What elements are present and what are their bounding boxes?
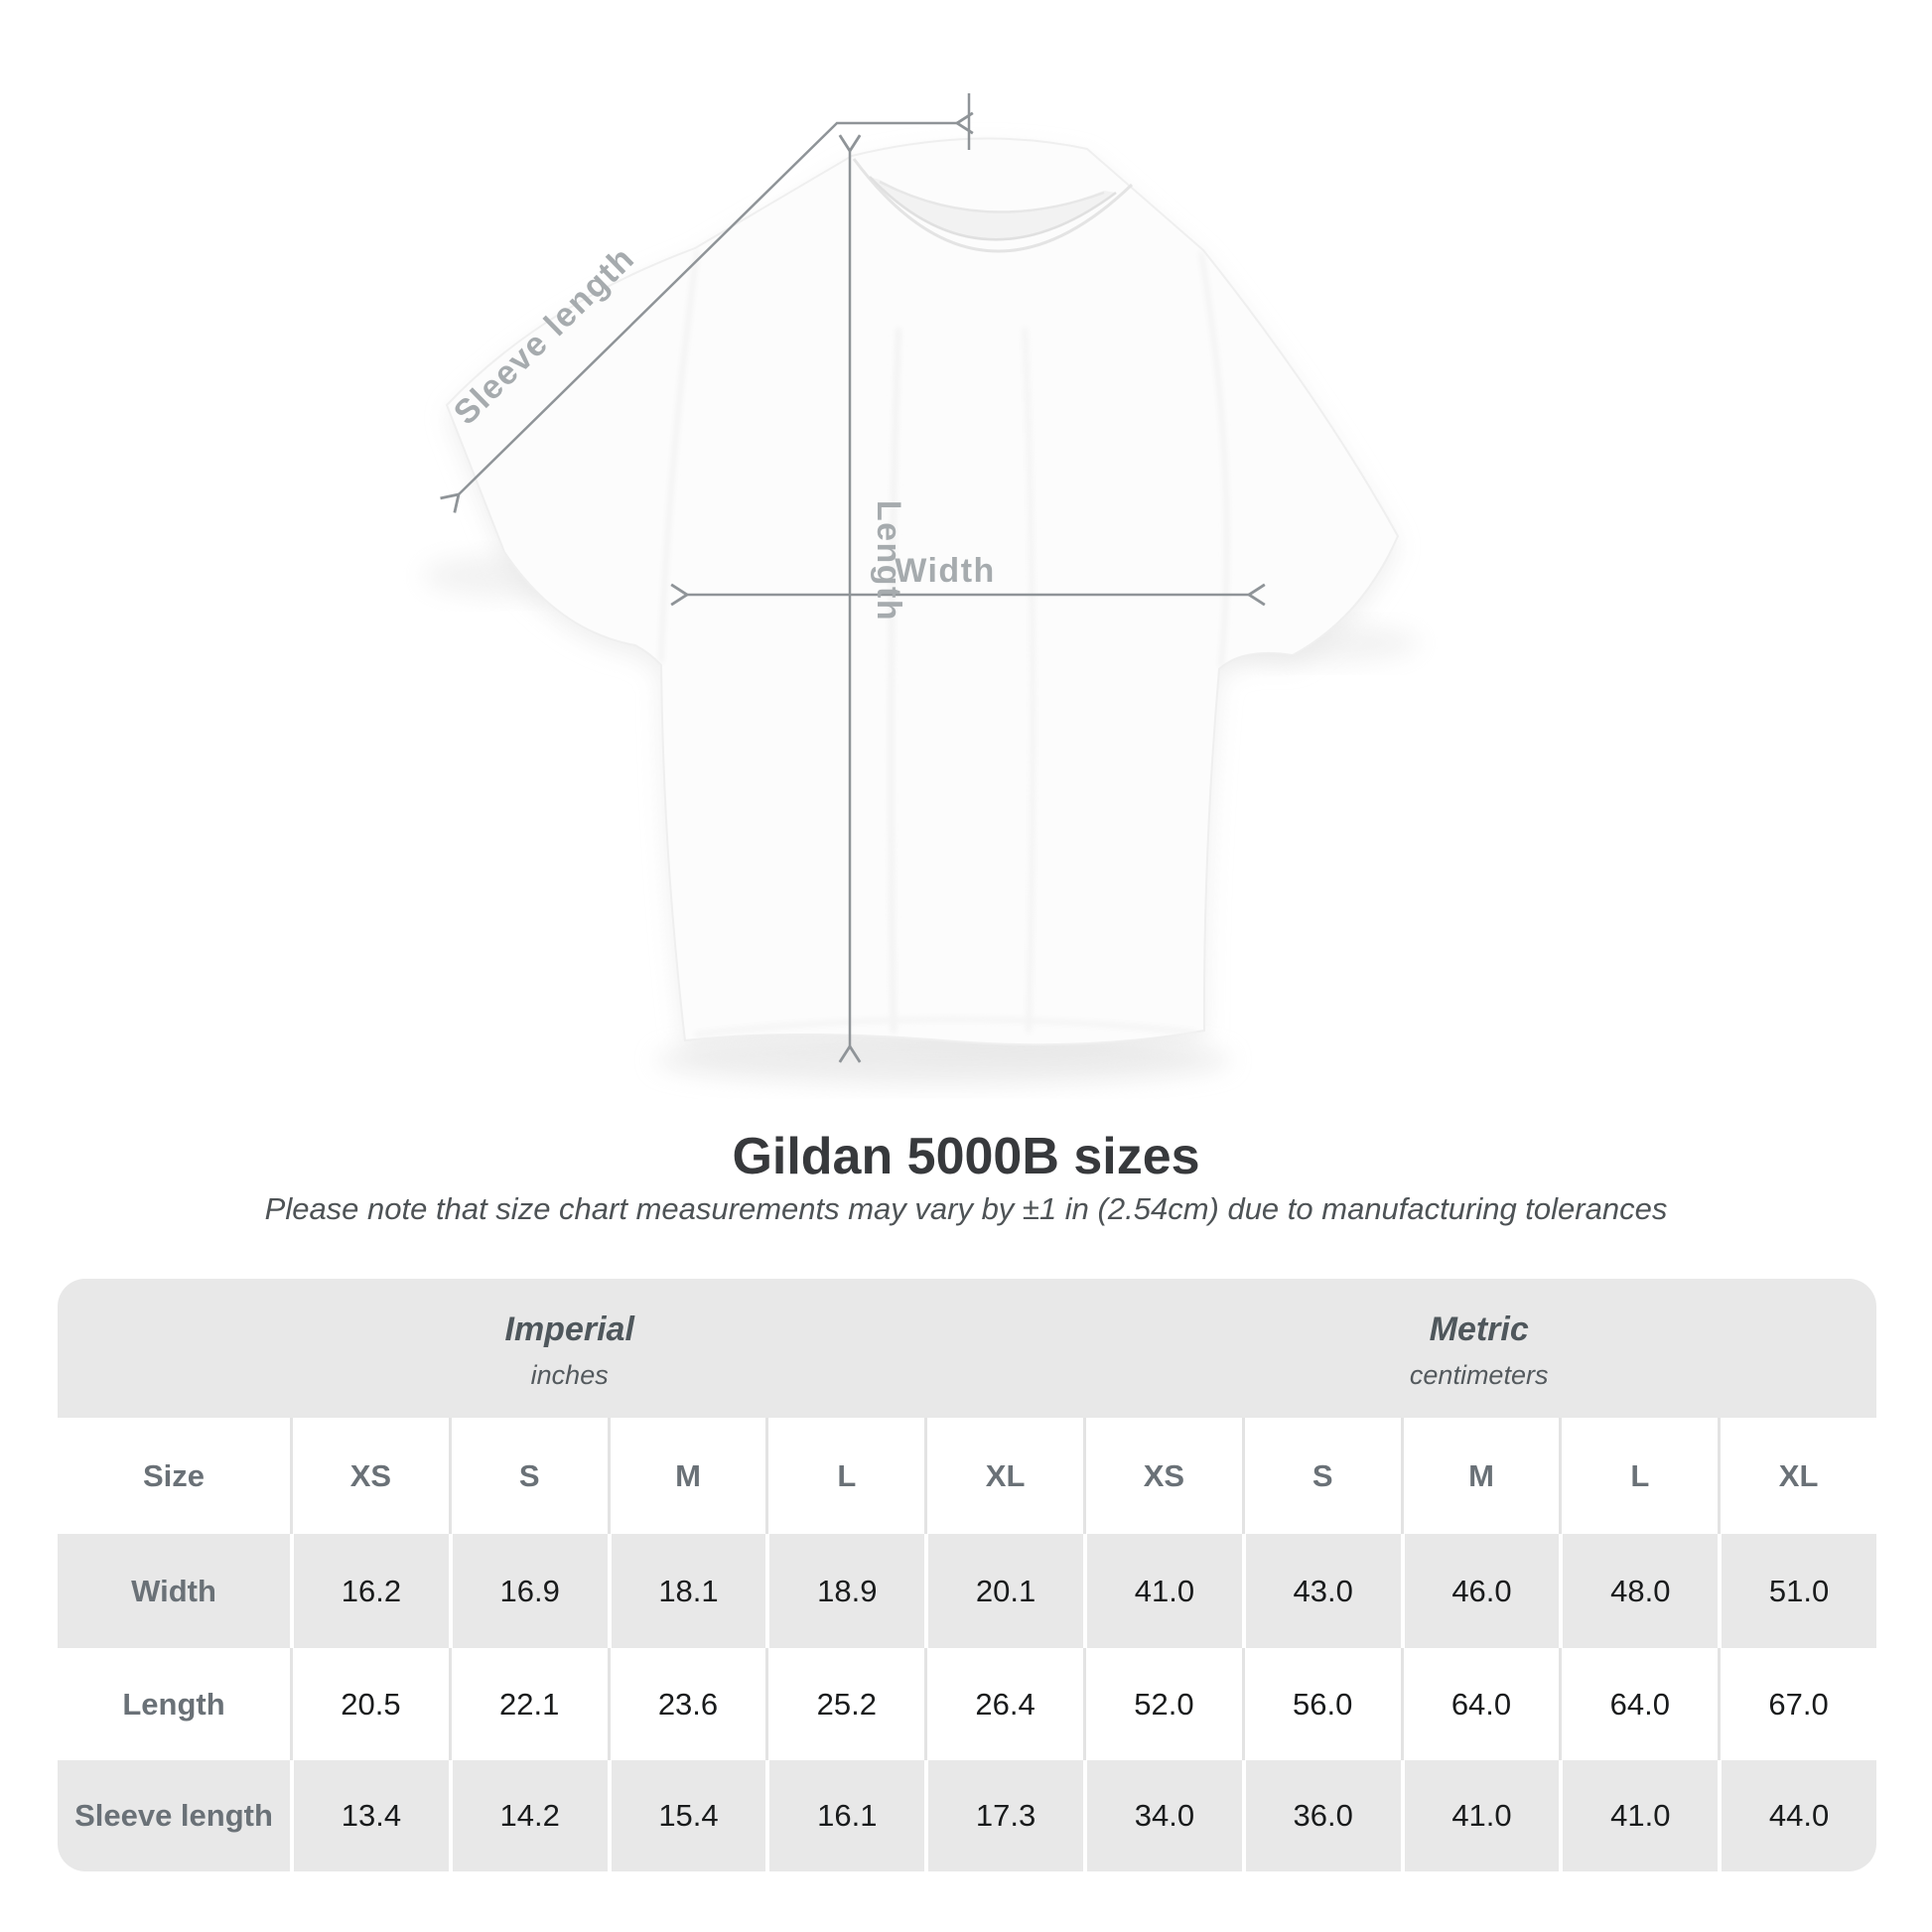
col-header-metric-xl: XL [1718,1418,1876,1534]
tshirt-measurement-diagram: Sleeve length Length Width [422,93,1420,1084]
unit-header-band: Imperial inches Metric centimeters [58,1279,1876,1418]
length-label: Length [870,500,907,621]
row-label-width: Width [58,1534,290,1648]
sleeve-metric-xs: 34.0 [1083,1760,1242,1871]
sleeve-metric-xl: 44.0 [1718,1760,1876,1871]
width-imperial-xl: 20.1 [924,1534,1083,1648]
imperial-unit-header: Imperial inches [58,1279,1081,1418]
row-label-length: Length [58,1648,290,1760]
imperial-units: inches [530,1359,609,1390]
col-header-imperial-xl: XL [924,1418,1083,1534]
length-imperial-m: 23.6 [607,1648,766,1760]
length-imperial-xs: 20.5 [290,1648,449,1760]
tolerance-note: Please note that size chart measurements… [264,1191,1668,1226]
width-metric-xl: 51.0 [1718,1534,1876,1648]
imperial-label: Imperial [504,1310,634,1348]
sleeve-imperial-s: 14.2 [448,1760,608,1871]
length-metric-xl: 67.0 [1718,1648,1876,1760]
width-imperial-s: 16.9 [448,1534,608,1648]
tshirt-diagram-svg: Sleeve length Length Width [422,93,1420,1084]
width-imperial-xs: 16.2 [290,1534,449,1648]
width-metric-m: 46.0 [1400,1534,1560,1648]
col-header-metric-l: L [1559,1418,1719,1534]
metric-unit-header: Metric centimeters [1081,1279,1876,1418]
length-metric-s: 56.0 [1241,1648,1401,1760]
width-label: Width [895,552,996,590]
sleeve-imperial-xs: 13.4 [290,1760,449,1871]
col-header-imperial-m: M [607,1418,766,1534]
length-imperial-xl: 26.4 [924,1648,1083,1760]
width-metric-l: 48.0 [1559,1534,1719,1648]
row-label-sleeve-length: Sleeve length [58,1760,290,1871]
sleeve-metric-l: 41.0 [1559,1760,1719,1871]
size-header-label: Size [58,1418,290,1534]
length-imperial-s: 22.1 [448,1648,608,1760]
sleeve-imperial-m: 15.4 [607,1760,766,1871]
sleeve-metric-s: 36.0 [1241,1760,1401,1871]
col-header-metric-s: S [1241,1418,1401,1534]
metric-units: centimeters [1409,1359,1549,1390]
metric-label: Metric [1429,1310,1529,1348]
width-imperial-m: 18.1 [607,1534,766,1648]
length-metric-m: 64.0 [1400,1648,1560,1760]
col-header-imperial-xs: XS [290,1418,449,1534]
sleeve-length-arrow [440,111,974,513]
length-metric-l: 64.0 [1559,1648,1719,1760]
sleeve-metric-m: 41.0 [1400,1760,1560,1871]
length-imperial-l: 25.2 [765,1648,925,1760]
width-imperial-l: 18.9 [765,1534,925,1648]
col-header-imperial-l: L [765,1418,925,1534]
length-metric-xs: 52.0 [1083,1648,1242,1760]
sleeve-imperial-l: 16.1 [765,1760,925,1871]
col-header-metric-xs: XS [1083,1418,1242,1534]
page-title: Gildan 5000B sizes [732,1128,1200,1185]
width-metric-s: 43.0 [1241,1534,1401,1648]
width-metric-xs: 41.0 [1083,1534,1242,1648]
size-grid: Size XS S M L XL XS S M L XL Width 16.2 … [58,1418,1876,1871]
col-header-imperial-s: S [448,1418,608,1534]
size-chart-table: Imperial inches Metric centimeters Size … [58,1279,1876,1871]
col-header-metric-m: M [1400,1418,1560,1534]
sleeve-imperial-xl: 17.3 [924,1760,1083,1871]
